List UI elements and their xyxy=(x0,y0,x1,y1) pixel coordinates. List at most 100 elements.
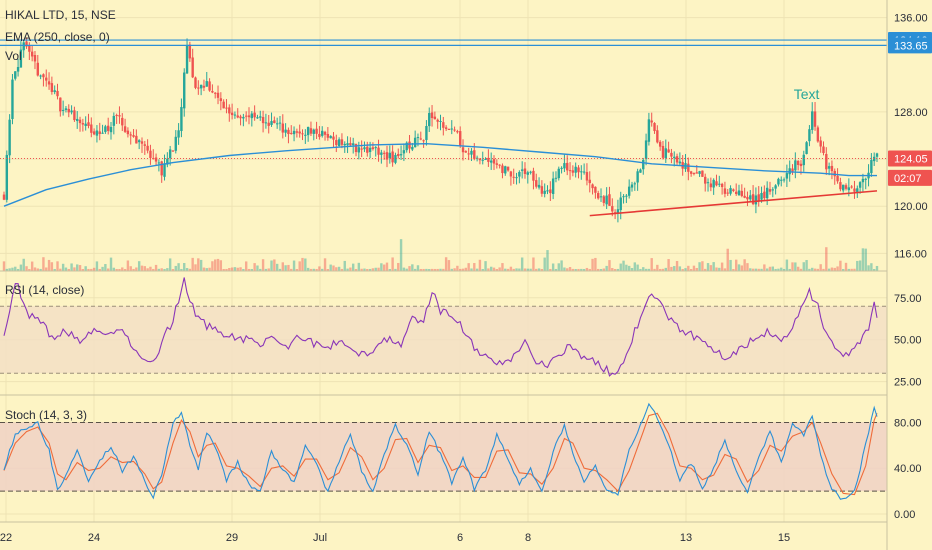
volume-bar xyxy=(385,262,389,271)
volume-bar xyxy=(180,268,183,271)
candle-body xyxy=(535,180,538,187)
volume-bar xyxy=(498,267,501,271)
rsi-series[interactable] xyxy=(3,277,878,377)
candle-body xyxy=(582,171,586,173)
volume-bar xyxy=(47,259,51,271)
candle-body xyxy=(794,160,797,171)
symbol-title[interactable]: HIKAL LTD, 15, NSE xyxy=(5,8,116,22)
volume-bar xyxy=(211,261,214,271)
ema-legend[interactable]: EMA (250, close, 0) xyxy=(5,30,110,44)
price-overlays[interactable] xyxy=(0,39,887,217)
volume-bar xyxy=(740,265,744,271)
volume-bar xyxy=(515,268,518,271)
volume-bar xyxy=(183,262,186,271)
candle-body xyxy=(228,107,231,114)
candle-body xyxy=(678,161,682,164)
candle-body xyxy=(715,181,718,186)
candle-body xyxy=(551,178,555,194)
volume-bar xyxy=(487,268,490,271)
candle-body xyxy=(295,131,299,133)
candle-body xyxy=(371,147,375,150)
candle-body xyxy=(495,163,499,165)
volume-legend[interactable]: Vol xyxy=(5,49,22,63)
volume-bar xyxy=(267,268,270,271)
text-annotation[interactable]: Text xyxy=(794,86,820,102)
candle-body xyxy=(335,140,338,146)
price-tag-text: 133.65 xyxy=(894,40,928,52)
volume-bar xyxy=(388,268,392,271)
candle-body xyxy=(605,195,608,205)
volume-bar xyxy=(844,262,848,271)
candle-body xyxy=(166,158,169,165)
candle-body xyxy=(813,111,817,127)
candle-body xyxy=(557,168,560,179)
volume-bar xyxy=(202,267,206,271)
candle-body xyxy=(177,130,180,138)
volume-bar xyxy=(858,260,862,271)
volume-bar xyxy=(470,268,473,271)
candle-body xyxy=(861,178,865,183)
volume-bar xyxy=(577,268,580,271)
volume-bar xyxy=(563,267,566,271)
volume-bar xyxy=(250,268,254,271)
candle-body xyxy=(518,171,521,177)
volume-bar xyxy=(14,266,17,271)
rsi-legend[interactable]: RSI (14, close) xyxy=(5,283,84,297)
volume-bar xyxy=(433,268,437,271)
volume-bar xyxy=(687,265,690,271)
candle-body xyxy=(549,189,552,194)
candle-body xyxy=(405,142,408,151)
volume-bar xyxy=(512,268,515,271)
volume-bar xyxy=(163,268,166,271)
volume-bar xyxy=(839,260,842,271)
volume-bar xyxy=(459,268,462,271)
candle-body xyxy=(340,139,344,145)
candle-body xyxy=(563,163,566,169)
volume-bar xyxy=(464,267,468,271)
price-scale-label: 0.00 xyxy=(894,509,915,521)
candle-body xyxy=(627,186,631,196)
volume-bar xyxy=(861,248,865,271)
candle-body xyxy=(543,190,546,194)
volume-bar xyxy=(168,258,172,271)
volume-bar xyxy=(298,261,301,271)
price-tag-box xyxy=(888,150,932,167)
stoch-legend[interactable]: Stoch (14, 3, 3) xyxy=(5,408,87,422)
candle-body xyxy=(805,142,808,154)
candle-body xyxy=(225,107,228,109)
candle-body xyxy=(811,111,814,130)
time-scale[interactable]: 22 24 29 Jul 6 8 13 15 xyxy=(0,532,790,544)
candle-body xyxy=(211,91,214,93)
volume-bar xyxy=(678,266,682,271)
candle-body xyxy=(188,44,192,59)
candle-body xyxy=(760,193,763,200)
volume-bar xyxy=(850,268,853,271)
stoch-series[interactable] xyxy=(3,402,878,500)
candle-body xyxy=(799,163,803,167)
volume-bar xyxy=(343,260,346,271)
volume-bar xyxy=(760,268,763,271)
candle-body xyxy=(749,195,752,200)
candle-body xyxy=(309,128,313,134)
candle-body xyxy=(568,170,572,172)
volume-bars xyxy=(2,239,879,271)
volume-bar xyxy=(368,268,372,271)
candle-body xyxy=(357,147,361,153)
volume-bar xyxy=(95,261,99,271)
volume-bar xyxy=(61,263,65,271)
candle-body xyxy=(780,179,783,181)
candle-body xyxy=(658,141,662,147)
volume-bar xyxy=(675,260,679,271)
candle-body xyxy=(382,152,386,154)
candlestick-series[interactable] xyxy=(2,37,879,223)
volume-bar xyxy=(413,268,417,271)
volume-bar xyxy=(67,268,70,271)
volume-bar xyxy=(411,264,414,271)
candle-body xyxy=(777,178,780,185)
volume-bar xyxy=(428,268,431,271)
volume-bar xyxy=(599,268,603,271)
volume-bar xyxy=(616,268,620,271)
volume-bar xyxy=(467,263,470,271)
